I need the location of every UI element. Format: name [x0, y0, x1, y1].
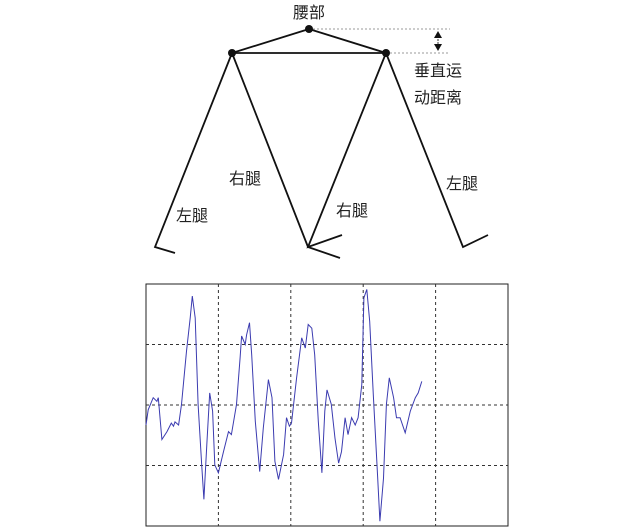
signal-line [145, 289, 423, 522]
vertical-distance-label-line2: 动距离 [414, 88, 462, 107]
right-leg-2 [306, 52, 387, 249]
left-leg-1 [153, 52, 233, 254]
right-leg-label-2: 右腿 [336, 201, 368, 220]
signal-chart [145, 283, 509, 527]
left-leg-label-2: 左腿 [446, 174, 478, 193]
left-leg-2 [385, 52, 489, 249]
pelvis-left-segment [231, 28, 310, 54]
pelvis-right-segment [308, 28, 387, 54]
right-hip-point [382, 49, 390, 57]
double-arrow-icon [434, 31, 442, 51]
grid [146, 284, 508, 526]
waist-point [305, 25, 313, 33]
left-hip-point [228, 49, 236, 57]
left-leg-label-1: 左腿 [176, 206, 208, 225]
right-leg-label-1: 右腿 [229, 169, 261, 188]
vertical-distance-label-line1: 垂直运 [414, 61, 462, 80]
waist-label: 腰部 [293, 3, 325, 22]
right-leg-1 [231, 52, 341, 259]
